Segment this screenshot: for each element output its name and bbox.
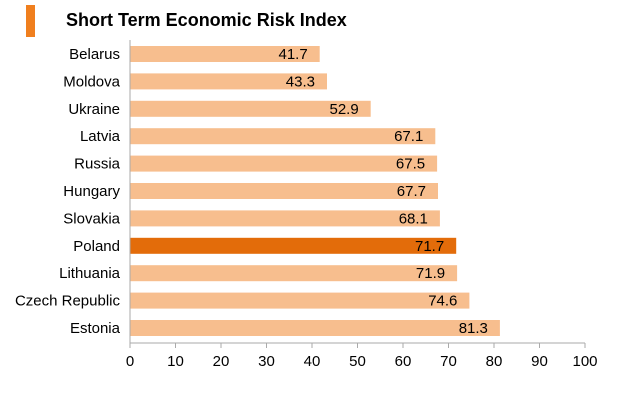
category-label: Poland — [73, 238, 120, 255]
data-label: 67.7 — [397, 183, 426, 200]
category-label: Lithuania — [59, 265, 121, 282]
data-label: 71.9 — [416, 265, 445, 282]
bar-russia — [130, 155, 438, 172]
category-label: Czech Republic — [15, 293, 121, 310]
category-label: Latvia — [80, 128, 121, 145]
bar-latvia — [130, 128, 436, 145]
x-tick-label: 80 — [486, 353, 503, 370]
x-tick-label: 60 — [395, 353, 412, 370]
bar-hungary — [130, 183, 438, 199]
data-label: 52.9 — [329, 101, 358, 118]
data-label: 41.7 — [278, 46, 307, 63]
data-label: 71.7 — [415, 238, 444, 255]
bar-ukraine — [130, 100, 371, 117]
bar-poland — [130, 237, 457, 254]
data-label: 67.5 — [396, 156, 425, 173]
chart-title: Short Term Economic Risk Index — [66, 10, 347, 30]
category-label: Ukraine — [68, 101, 120, 118]
category-label: Hungary — [63, 183, 120, 200]
x-tick-label: 90 — [531, 353, 548, 370]
data-label: 67.1 — [394, 128, 423, 145]
data-label: 68.1 — [399, 210, 428, 227]
x-tick-label: 70 — [440, 353, 457, 370]
x-tick-label: 100 — [572, 353, 597, 370]
data-label: 74.6 — [428, 293, 457, 310]
bar-belarus — [130, 46, 320, 62]
category-label: Moldova — [63, 73, 120, 90]
category-label: Russia — [74, 156, 121, 173]
bar-lithuania — [130, 265, 458, 282]
x-tick-label: 40 — [304, 353, 321, 370]
bar-slovakia — [130, 210, 440, 227]
data-label: 81.3 — [459, 320, 488, 337]
title-accent-bar — [26, 5, 35, 37]
data-label: 43.3 — [286, 73, 315, 90]
category-label: Belarus — [69, 46, 120, 63]
x-tick-label: 0 — [126, 353, 134, 370]
x-tick-label: 20 — [213, 353, 230, 370]
x-tick-label: 10 — [167, 353, 184, 370]
category-label: Estonia — [70, 320, 121, 337]
x-tick-label: 30 — [258, 353, 275, 370]
category-label: Slovakia — [63, 210, 120, 227]
bar-estonia — [130, 320, 500, 336]
bar-czech-republic — [130, 292, 470, 309]
x-tick-label: 50 — [349, 353, 366, 370]
bar-moldova — [130, 73, 327, 90]
